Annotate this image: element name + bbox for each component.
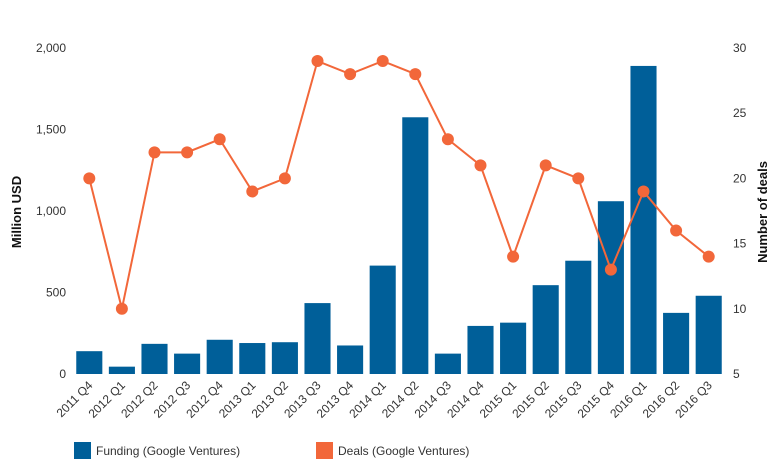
- y-tick-label-left: 0: [59, 367, 66, 381]
- y-axis-title-left: Million USD: [9, 176, 24, 248]
- y-tick-label-left: 2,000: [36, 41, 66, 55]
- deals-point: [311, 55, 324, 68]
- right-axis-ticks: 5 10 15 20 25 30: [733, 41, 747, 381]
- deals-point: [344, 68, 357, 81]
- funding-bar: [695, 295, 722, 374]
- deals-point: [539, 159, 552, 172]
- deals-line-layer: [83, 55, 715, 315]
- deals-point: [246, 185, 259, 198]
- deals-point: [409, 68, 422, 81]
- x-tick-label: 2016 Q3: [672, 378, 715, 421]
- funding-bar: [108, 366, 135, 374]
- deals-point: [441, 133, 454, 146]
- left-axis-ticks: 0 500 1,000 1,500 2,000: [36, 41, 66, 381]
- y-tick-label-right: 20: [733, 171, 747, 185]
- y-tick-label-right: 5: [733, 367, 740, 381]
- legend-swatch-funding: [74, 442, 91, 459]
- funding-bar: [663, 312, 690, 374]
- deals-point: [572, 172, 585, 185]
- y-tick-label-right: 30: [733, 41, 747, 55]
- y-axis-title-right: Number of deals: [755, 161, 770, 263]
- funding-bar: [630, 65, 657, 375]
- y-tick-label-right: 25: [733, 106, 747, 120]
- deals-point: [637, 185, 650, 198]
- deals-point: [604, 263, 617, 276]
- y-tick-label-left: 1,000: [36, 204, 66, 218]
- funding-bar: [304, 303, 331, 374]
- funding-bar: [206, 339, 233, 374]
- funding-bar: [467, 325, 494, 374]
- funding-bar: [337, 345, 364, 374]
- funding-bar: [239, 343, 266, 374]
- legend-swatch-deals: [316, 442, 333, 459]
- legend-label-deals: Deals (Google Ventures): [338, 444, 469, 458]
- deals-point: [376, 55, 389, 68]
- funding-bar: [500, 322, 527, 374]
- funding-bar: [565, 260, 592, 374]
- funding-bars: [76, 65, 722, 375]
- deals-point: [115, 302, 128, 315]
- funding-bar: [141, 343, 168, 374]
- deals-point: [148, 146, 161, 159]
- y-tick-label-right: 10: [733, 302, 747, 316]
- deals-point: [702, 250, 715, 263]
- deals-point: [181, 146, 194, 159]
- y-tick-label-right: 15: [733, 237, 747, 251]
- funding-bar: [532, 285, 559, 374]
- funding-bar: [402, 117, 429, 375]
- funding-bar: [271, 342, 298, 374]
- deals-point: [83, 172, 96, 185]
- deals-point: [278, 172, 291, 185]
- deals-point: [213, 133, 226, 146]
- deals-point: [474, 159, 487, 172]
- deals-point: [670, 224, 683, 237]
- legend-label-funding: Funding (Google Ventures): [96, 444, 240, 458]
- funding-bar: [434, 353, 461, 374]
- funding-bar: [369, 265, 396, 374]
- y-tick-label-left: 1,500: [36, 123, 66, 137]
- deals-point: [507, 250, 520, 263]
- legend: Funding (Google Ventures) Deals (Google …: [74, 442, 469, 459]
- funding-bar: [174, 353, 201, 374]
- funding-bar: [76, 351, 103, 374]
- y-tick-label-left: 500: [46, 286, 66, 300]
- funding-bar: [597, 201, 624, 374]
